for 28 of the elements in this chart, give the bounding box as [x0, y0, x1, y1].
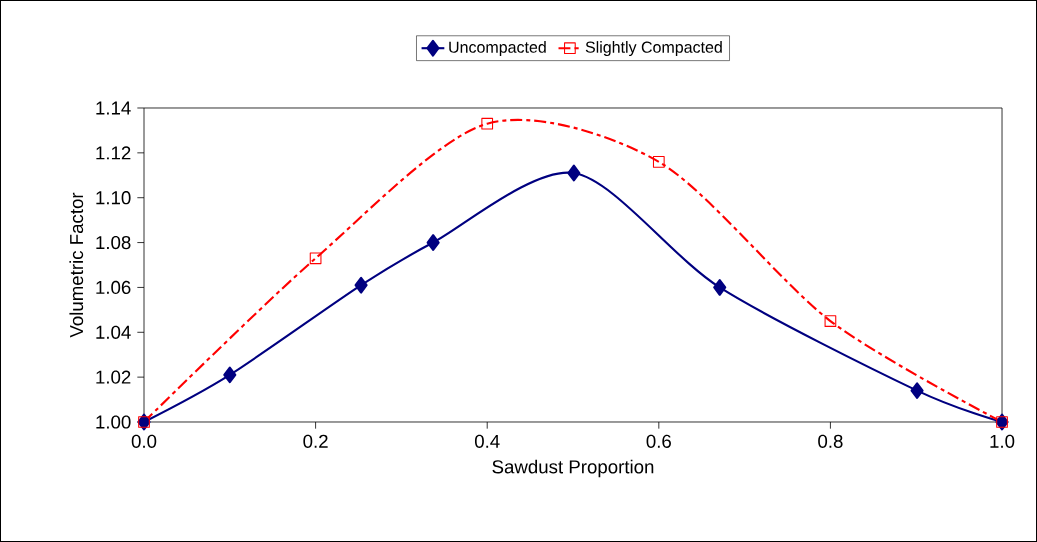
x-tick-label: 0.6	[646, 434, 671, 448]
point	[910, 382, 924, 399]
point	[652, 155, 665, 168]
x-axis-title: Sawdust Proportion	[492, 459, 654, 478]
y-tick-label: 1.14	[96, 101, 131, 115]
y-tick-label: 1.04	[96, 325, 131, 339]
point	[567, 164, 581, 182]
y-tick-label: 1.10	[96, 191, 131, 205]
y-tick-label: 1.08	[96, 235, 131, 250]
point	[223, 366, 237, 384]
point	[824, 315, 837, 327]
point	[354, 276, 368, 294]
x-tick-label: 0.2	[303, 434, 328, 448]
y-tick-label: 1.02	[96, 370, 131, 384]
x-tick-label: 0.0	[131, 434, 157, 448]
point	[426, 234, 440, 251]
point	[309, 252, 322, 265]
point	[481, 117, 494, 130]
legend-label: Slightly Compacted	[585, 41, 722, 57]
y-tick-label: 1.00	[96, 415, 131, 429]
legend-label: Uncompacted	[449, 41, 546, 57]
x-tick-label: 0.4	[474, 434, 500, 448]
point	[713, 279, 727, 296]
x-tick-label: 1.0	[990, 434, 1015, 448]
y-tick-label: 1.12	[96, 146, 131, 160]
y-tick-label: 1.06	[96, 280, 131, 295]
x-tick-label: 0.8	[818, 434, 843, 448]
y-axis-title: Volumetric Factor	[69, 192, 84, 338]
